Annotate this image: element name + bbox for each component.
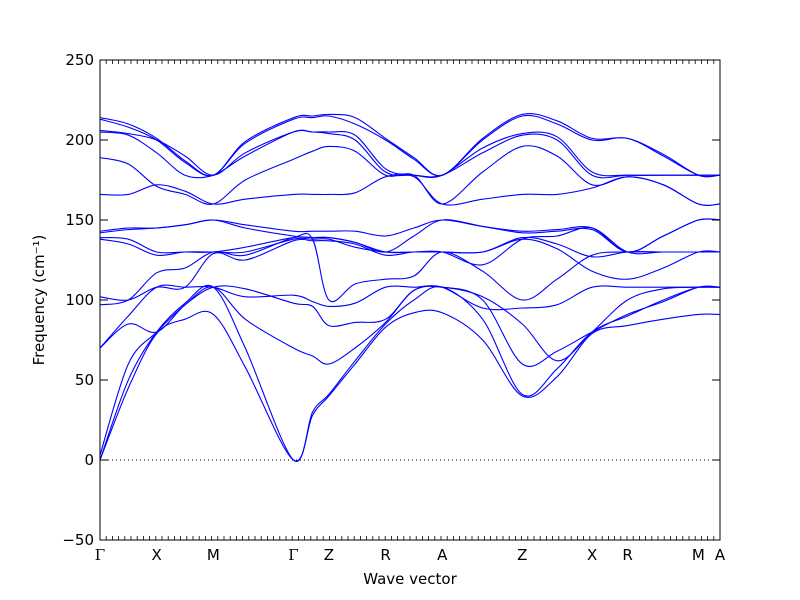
x-tick-label: X (152, 546, 162, 564)
dispersion-branch-13 (99, 145, 721, 206)
y-axis: −50 0 50 100 150 200 250 (62, 51, 720, 549)
dispersion-branch-7 (99, 238, 721, 301)
dispersion-branch-1 (99, 309, 721, 462)
dispersion-branch-6 (99, 232, 720, 306)
y-tick-label: 250 (65, 51, 94, 69)
y-tick-label: 100 (65, 291, 94, 309)
x-tick-label: R (380, 546, 390, 564)
series-group (99, 113, 721, 463)
x-tick-label: X (587, 546, 597, 564)
x-tick-label: M (692, 546, 705, 564)
dispersion-branch-15 (99, 129, 720, 179)
x-axis-label: Wave vector (363, 570, 457, 588)
dispersion-branch-5 (99, 284, 720, 349)
x-tick-label: M (207, 546, 220, 564)
plot-area (99, 59, 721, 541)
x-tick-label: Z (517, 546, 527, 564)
dispersion-branch-4 (99, 285, 721, 362)
x-tick-label: A (437, 546, 448, 564)
x-tick-label: Z (324, 546, 334, 564)
x-tick-label: Γ (288, 546, 298, 564)
y-tick-label: 200 (65, 131, 94, 149)
y-tick-label: −50 (62, 531, 94, 549)
y-tick-label: 0 (84, 451, 94, 469)
x-tick-label: R (622, 546, 632, 564)
y-tick-label: 50 (75, 371, 94, 389)
y-tick-label: 150 (65, 211, 94, 229)
y-axis-label: Frequency (cm⁻¹) (30, 235, 48, 366)
x-tick-label: Γ (95, 546, 105, 564)
dispersion-branch-17 (99, 113, 721, 178)
dispersion-branch-11 (99, 218, 721, 253)
x-tick-label: A (715, 546, 726, 564)
dispersion-branch-14 (99, 129, 720, 179)
